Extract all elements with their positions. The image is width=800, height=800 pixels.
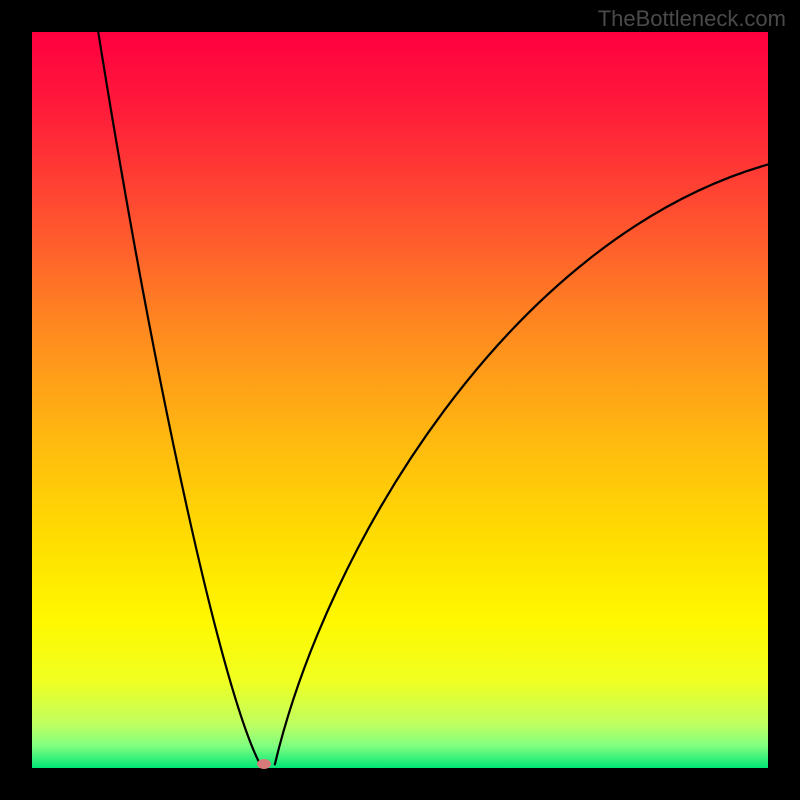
watermark-text: TheBottleneck.com (598, 6, 786, 32)
bottleneck-curve (32, 32, 768, 768)
plot-area (32, 32, 768, 768)
optimum-marker (257, 759, 271, 769)
figure-root: TheBottleneck.com (0, 0, 800, 800)
